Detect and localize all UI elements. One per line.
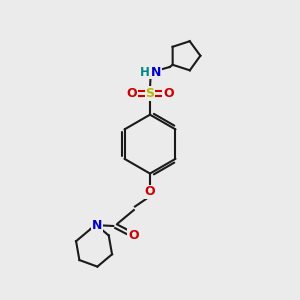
Text: O: O [128,229,139,242]
Text: O: O [145,185,155,198]
Text: O: O [163,87,174,100]
Text: H: H [140,66,150,79]
Text: S: S [146,87,154,100]
Text: N: N [92,219,102,232]
Text: N: N [151,66,162,79]
Text: O: O [126,87,137,100]
